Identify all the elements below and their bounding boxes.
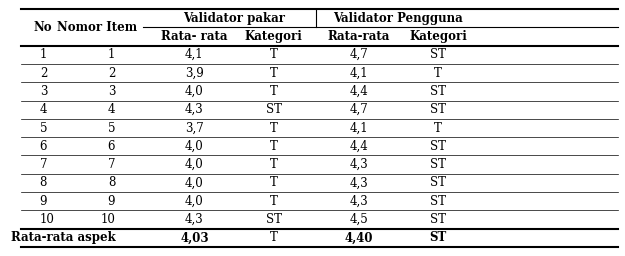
Text: ST: ST — [430, 48, 446, 61]
Text: ST: ST — [430, 176, 446, 189]
Text: 4,0: 4,0 — [185, 176, 204, 189]
Text: 10: 10 — [40, 213, 54, 226]
Text: 6: 6 — [107, 140, 115, 153]
Text: 5: 5 — [107, 122, 115, 134]
Text: ST: ST — [430, 158, 446, 171]
Text: 9: 9 — [107, 195, 115, 208]
Text: No: No — [34, 21, 52, 34]
Text: 4,0: 4,0 — [185, 140, 204, 153]
Text: 4,1: 4,1 — [349, 122, 368, 134]
Text: T: T — [269, 122, 278, 134]
Text: 6: 6 — [40, 140, 48, 153]
Text: T: T — [269, 231, 278, 244]
Text: 2: 2 — [40, 67, 47, 80]
Text: Nomor Item: Nomor Item — [57, 21, 137, 34]
Text: 3: 3 — [107, 85, 115, 98]
Text: 10: 10 — [101, 213, 115, 226]
Text: 4,5: 4,5 — [349, 213, 368, 226]
Text: 4,3: 4,3 — [349, 195, 368, 208]
Text: Rata-rata: Rata-rata — [328, 30, 390, 43]
Text: 8: 8 — [40, 176, 47, 189]
Text: Rata-rata aspek: Rata-rata aspek — [11, 231, 116, 244]
Text: 4,0: 4,0 — [185, 158, 204, 171]
Text: 4,7: 4,7 — [349, 103, 368, 116]
Text: Validator pakar: Validator pakar — [183, 12, 285, 25]
Text: 4,3: 4,3 — [349, 176, 368, 189]
Text: 4,0: 4,0 — [185, 195, 204, 208]
Text: Kategori: Kategori — [409, 30, 467, 43]
Text: ST: ST — [430, 195, 446, 208]
Text: 1: 1 — [108, 48, 115, 61]
Text: ST: ST — [266, 103, 281, 116]
Text: T: T — [269, 67, 278, 80]
Text: 4: 4 — [107, 103, 115, 116]
Text: 1: 1 — [40, 48, 47, 61]
Text: T: T — [269, 85, 278, 98]
Text: 4,3: 4,3 — [349, 158, 368, 171]
Text: 4,3: 4,3 — [185, 213, 204, 226]
Text: ST: ST — [430, 103, 446, 116]
Text: 3,9: 3,9 — [185, 67, 204, 80]
Text: 7: 7 — [107, 158, 115, 171]
Text: T: T — [269, 48, 278, 61]
Text: 4,4: 4,4 — [349, 140, 368, 153]
Text: 9: 9 — [40, 195, 48, 208]
Text: T: T — [269, 195, 278, 208]
Text: 4,7: 4,7 — [349, 48, 368, 61]
Text: T: T — [269, 140, 278, 153]
Text: 4,1: 4,1 — [185, 48, 204, 61]
Text: 4,4: 4,4 — [349, 85, 368, 98]
Text: ST: ST — [430, 85, 446, 98]
Text: 4,40: 4,40 — [344, 231, 373, 244]
Text: Kategori: Kategori — [244, 30, 302, 43]
Text: 3,7: 3,7 — [185, 122, 204, 134]
Text: ST: ST — [430, 140, 446, 153]
Text: T: T — [269, 158, 278, 171]
Text: ST: ST — [430, 213, 446, 226]
Text: 3: 3 — [40, 85, 48, 98]
Text: T: T — [269, 176, 278, 189]
Text: ST: ST — [266, 213, 281, 226]
Text: 4,3: 4,3 — [185, 103, 204, 116]
Text: Validator Pengguna: Validator Pengguna — [334, 12, 463, 25]
Text: 2: 2 — [108, 67, 115, 80]
Text: ST: ST — [429, 231, 446, 244]
Text: 8: 8 — [108, 176, 115, 189]
Text: 4,1: 4,1 — [349, 67, 368, 80]
Text: Rata- rata: Rata- rata — [161, 30, 228, 43]
Text: 4,0: 4,0 — [185, 85, 204, 98]
Text: 5: 5 — [40, 122, 48, 134]
Text: 4: 4 — [40, 103, 48, 116]
Text: 4,03: 4,03 — [180, 231, 209, 244]
Text: T: T — [434, 67, 442, 80]
Text: T: T — [434, 122, 442, 134]
Text: 7: 7 — [40, 158, 48, 171]
